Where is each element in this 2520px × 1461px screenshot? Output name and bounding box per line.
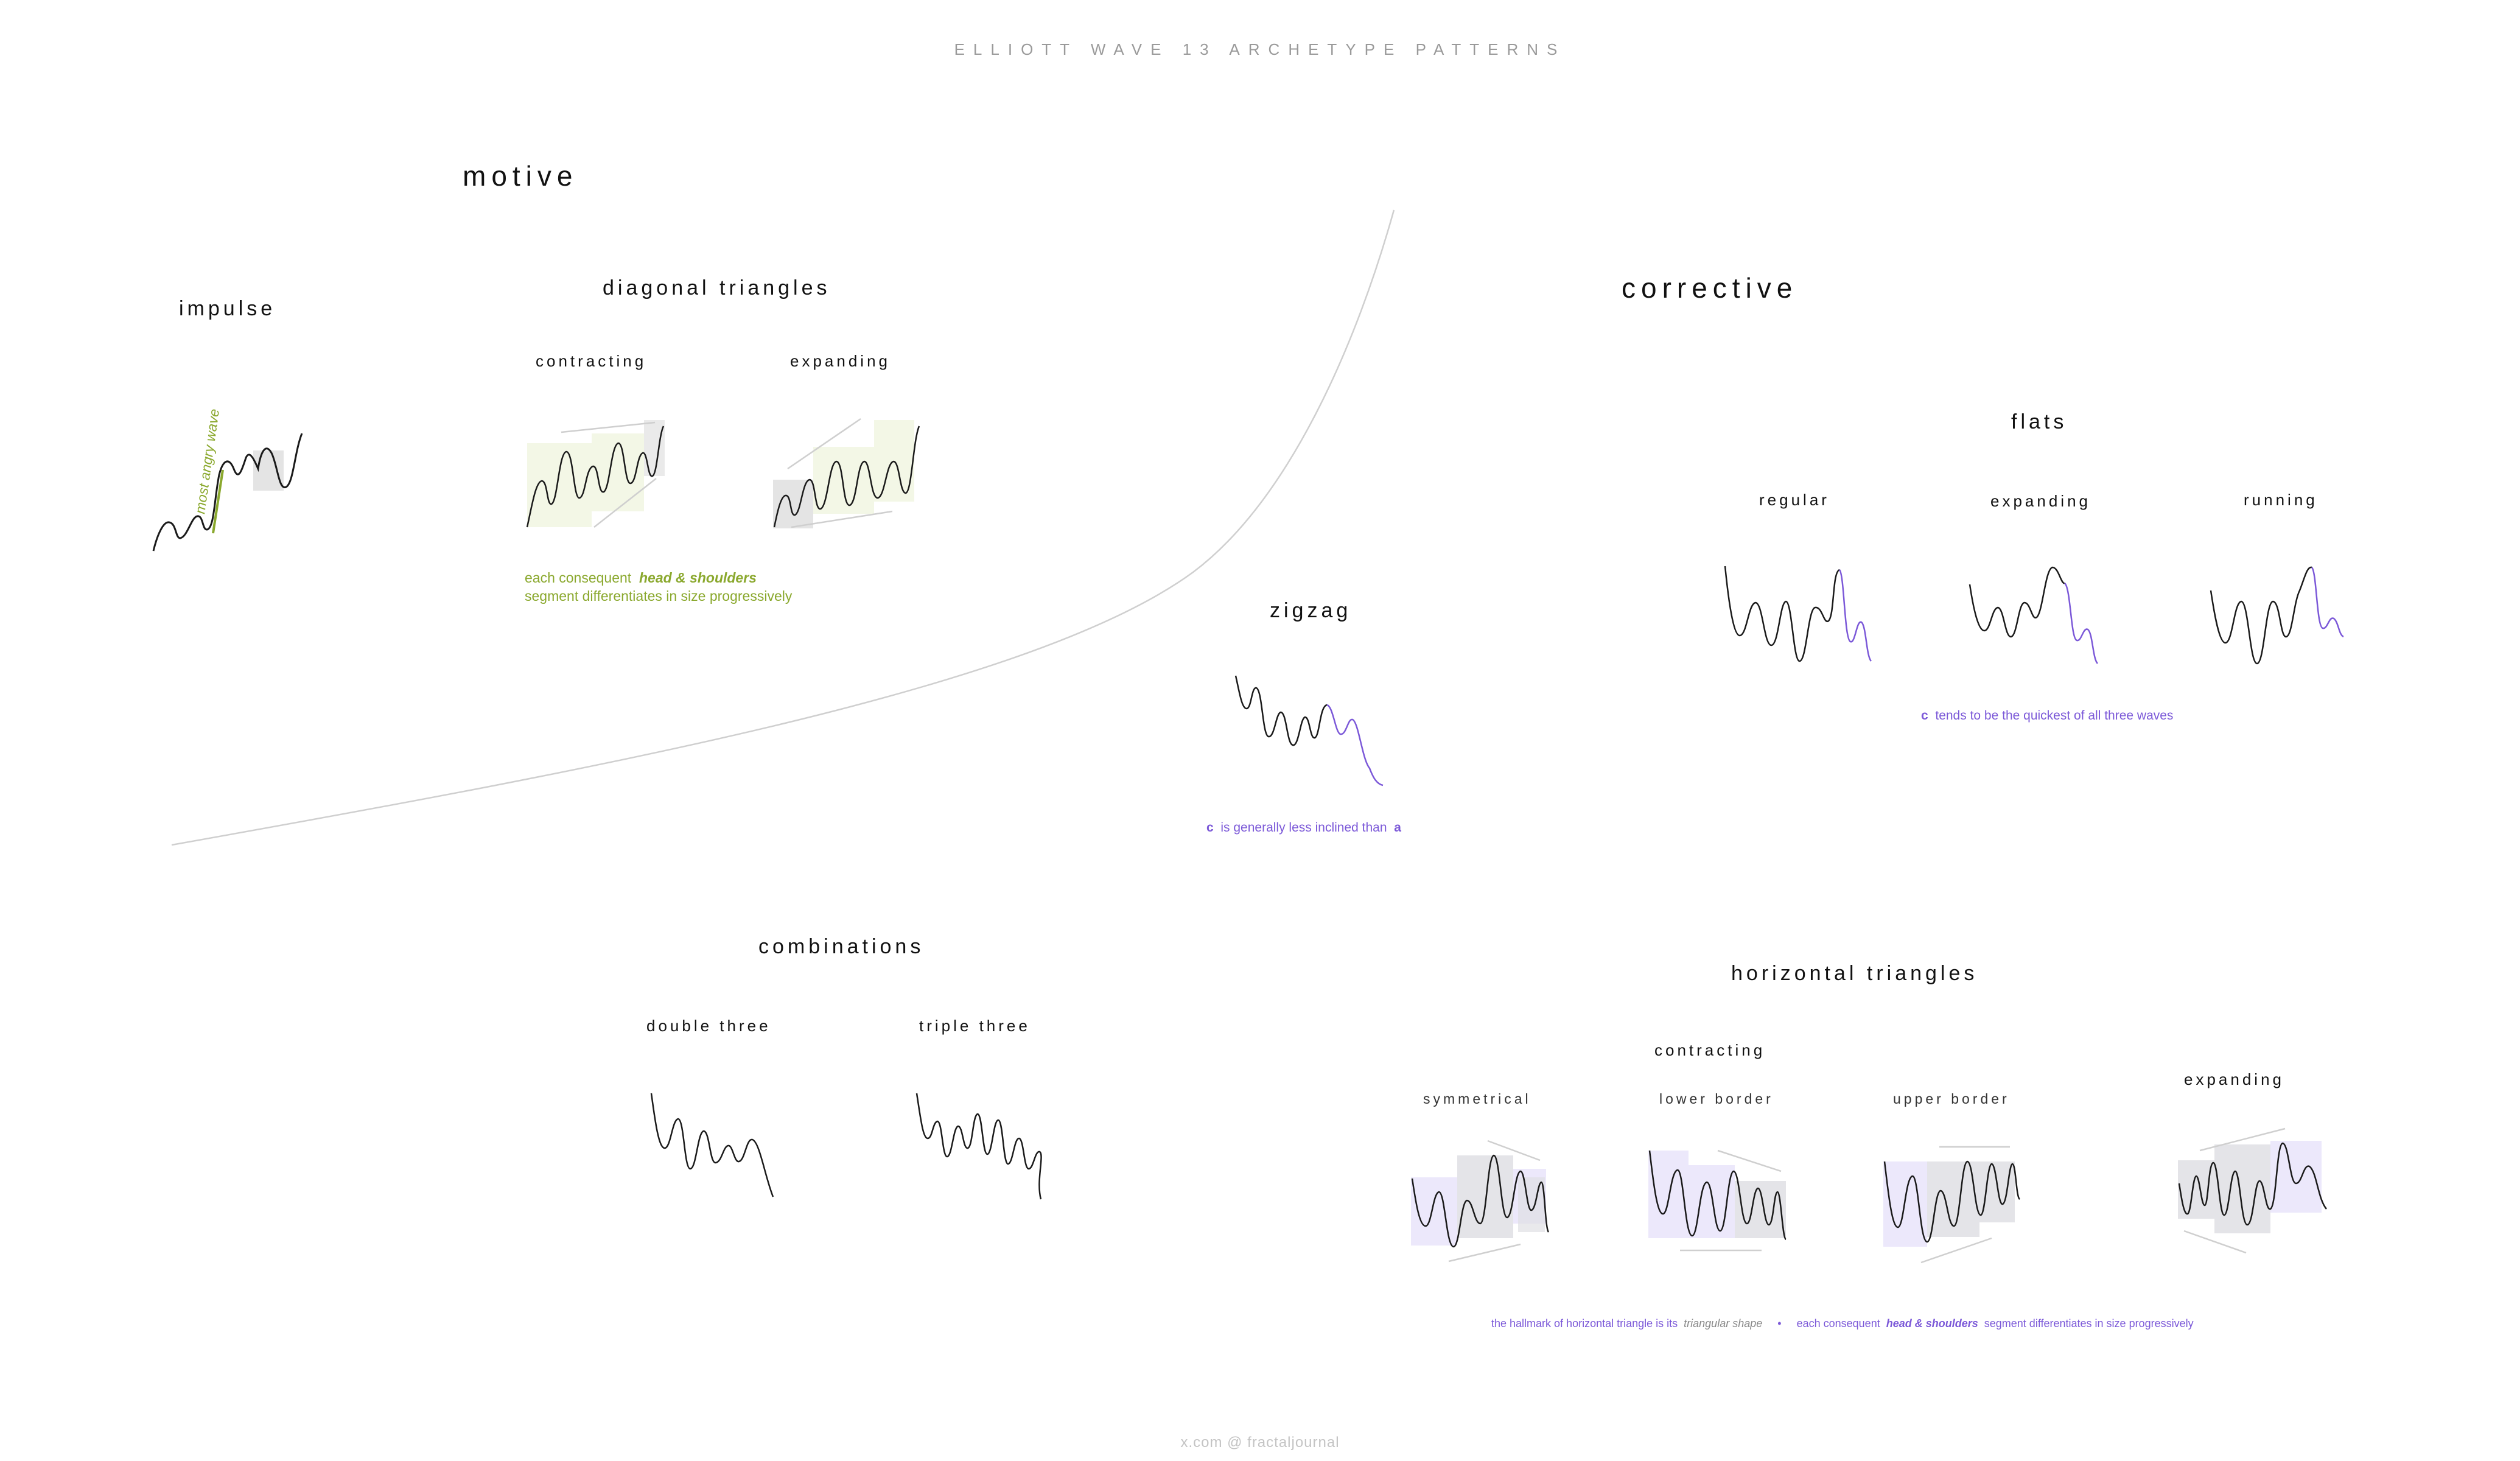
diagonal-triangles-note: each consequent head & shoulders segment… bbox=[525, 569, 792, 605]
motive-heading: motive bbox=[463, 160, 578, 192]
footer-credit[interactable]: x.com @ fractaljournal bbox=[1180, 1434, 1340, 1451]
double-three-pattern bbox=[650, 1093, 774, 1197]
diag-note-line2: segment differentiates in size progressi… bbox=[525, 588, 793, 604]
diagonal-triangles-heading: diagonal triangles bbox=[603, 276, 831, 300]
htri-sym-wave bbox=[1411, 1154, 1550, 1248]
horizontal-triangles-note: the hallmark of horizontal triangle is i… bbox=[1491, 1317, 2194, 1330]
flat-running-wave-ab bbox=[2210, 566, 2312, 665]
htri-note-shape: triangular shape bbox=[1684, 1317, 1763, 1330]
htri-lower-box-1 bbox=[1648, 1151, 1689, 1238]
diag-expanding-label: expanding bbox=[790, 352, 891, 370]
diag-contracting-upper-border bbox=[561, 421, 656, 433]
diagonal-expanding-pattern bbox=[773, 418, 920, 528]
htri-sym-upper-border bbox=[1487, 1140, 1541, 1161]
htri-sym-box-4 bbox=[1518, 1177, 1545, 1232]
zigzag-pattern bbox=[1234, 675, 1384, 787]
double-three-wave bbox=[650, 1093, 774, 1197]
flat-regular-pattern bbox=[1724, 566, 1872, 662]
impulse-wave bbox=[152, 433, 303, 552]
htri-upper-border-label: upper border bbox=[1893, 1091, 2010, 1107]
htri-note-part1: the hallmark of horizontal triangle is i… bbox=[1491, 1317, 1678, 1330]
diag-expanding-box-2 bbox=[813, 447, 874, 514]
htri-lower-upper-border bbox=[1717, 1149, 1782, 1172]
impulse-highlight-box bbox=[253, 450, 284, 491]
most-angry-wave-segment bbox=[212, 469, 224, 534]
htri-note-part3: segment differentiates in size progressi… bbox=[1984, 1317, 2194, 1330]
htri-symmetrical-label: symmetrical bbox=[1423, 1091, 1531, 1107]
htri-exp-wave bbox=[2178, 1142, 2327, 1226]
zigzag-note-a: a bbox=[1394, 821, 1401, 835]
impulse-pattern: most angry wave bbox=[152, 408, 303, 552]
flat-running-label: running bbox=[2244, 491, 2318, 509]
diag-contracting-box-1 bbox=[527, 443, 592, 527]
flat-running-wave-c bbox=[2311, 567, 2344, 638]
zigzag-note: c is generally less inclined than a bbox=[1206, 821, 1401, 835]
diag-expanding-lower-border bbox=[791, 510, 893, 528]
htri-symmetrical-pattern bbox=[1411, 1140, 1550, 1263]
horizontal-triangles-heading: horizontal triangles bbox=[1731, 962, 1978, 985]
flat-expanding-label: expanding bbox=[1990, 492, 2091, 510]
diag-expanding-box-1 bbox=[773, 480, 813, 528]
impulse-heading: impulse bbox=[179, 297, 276, 320]
htri-expanding-label: expanding bbox=[2184, 1070, 2284, 1088]
htri-note-part2: each consequent bbox=[1796, 1317, 1880, 1330]
diag-contracting-lower-border bbox=[593, 478, 657, 528]
page-title: ELLIOTT WAVE 13 ARCHETYPE PATTERNS bbox=[954, 40, 1566, 58]
flat-running-pattern bbox=[2210, 566, 2344, 665]
htri-upper-wave bbox=[1883, 1160, 2021, 1243]
zigzag-wave-c bbox=[1326, 704, 1384, 787]
zigzag-note-c: c bbox=[1206, 821, 1214, 835]
htri-exp-upper-border bbox=[2199, 1127, 2286, 1152]
corrective-heading: corrective bbox=[1622, 272, 1798, 304]
htri-contracting-label: contracting bbox=[1654, 1041, 1766, 1059]
htri-upper-border-pattern bbox=[1883, 1146, 2021, 1264]
diag-expanding-wave bbox=[773, 426, 920, 528]
diag-note-prefix: each consequent bbox=[525, 570, 632, 586]
htri-lower-wave bbox=[1648, 1150, 1787, 1241]
htri-lower-border-pattern bbox=[1648, 1149, 1787, 1252]
htri-sym-box-2 bbox=[1457, 1155, 1513, 1238]
htri-upper-lower-border bbox=[1920, 1237, 1992, 1264]
flats-heading: flats bbox=[2011, 410, 2068, 433]
diag-contracting-box-3 bbox=[644, 420, 665, 476]
diag-contracting-wave bbox=[526, 426, 665, 528]
htri-exp-box-1 bbox=[2178, 1160, 2214, 1219]
triple-three-label: triple three bbox=[919, 1017, 1031, 1035]
htri-note-emphasis: head & shoulders bbox=[1886, 1317, 1978, 1330]
htri-exp-lower-border bbox=[2183, 1230, 2247, 1254]
htri-sym-lower-border bbox=[1448, 1243, 1521, 1263]
flat-regular-wave-c bbox=[1838, 569, 1872, 662]
zigzag-note-text: is generally less inclined than bbox=[1220, 821, 1387, 835]
flat-expanding-pattern bbox=[1969, 566, 2099, 664]
double-three-label: double three bbox=[646, 1017, 771, 1035]
flats-note-text: tends to be the quickest of all three wa… bbox=[1935, 709, 2174, 723]
triple-three-wave bbox=[915, 1093, 1042, 1200]
htri-exp-box-3 bbox=[2270, 1141, 2322, 1213]
htri-upper-box-2 bbox=[1927, 1161, 1979, 1237]
flat-expanding-wave-ab bbox=[1969, 566, 2065, 638]
flat-expanding-wave-c bbox=[2063, 583, 2099, 664]
triple-three-pattern bbox=[915, 1093, 1042, 1200]
diag-contracting-label: contracting bbox=[536, 352, 647, 370]
flat-regular-wave-ab bbox=[1724, 566, 1840, 662]
combinations-heading: combinations bbox=[758, 935, 925, 958]
htri-note-separator: • bbox=[1777, 1317, 1782, 1330]
flats-note-c: c bbox=[1921, 709, 1928, 723]
diag-note-emphasis: head & shoulders bbox=[639, 570, 757, 586]
htri-expanding-pattern bbox=[2178, 1127, 2327, 1254]
htri-lower-border-label: lower border bbox=[1659, 1091, 1774, 1107]
zigzag-wave-ab bbox=[1234, 675, 1328, 746]
diag-expanding-upper-border bbox=[787, 418, 861, 470]
zigzag-heading: zigzag bbox=[1270, 599, 1352, 622]
flat-regular-label: regular bbox=[1759, 491, 1830, 509]
motive-corrective-divider bbox=[171, 209, 1395, 846]
htri-exp-box-2 bbox=[2214, 1144, 2270, 1233]
diagonal-contracting-pattern bbox=[526, 420, 665, 528]
flats-note: c tends to be the quickest of all three … bbox=[1921, 709, 2173, 723]
